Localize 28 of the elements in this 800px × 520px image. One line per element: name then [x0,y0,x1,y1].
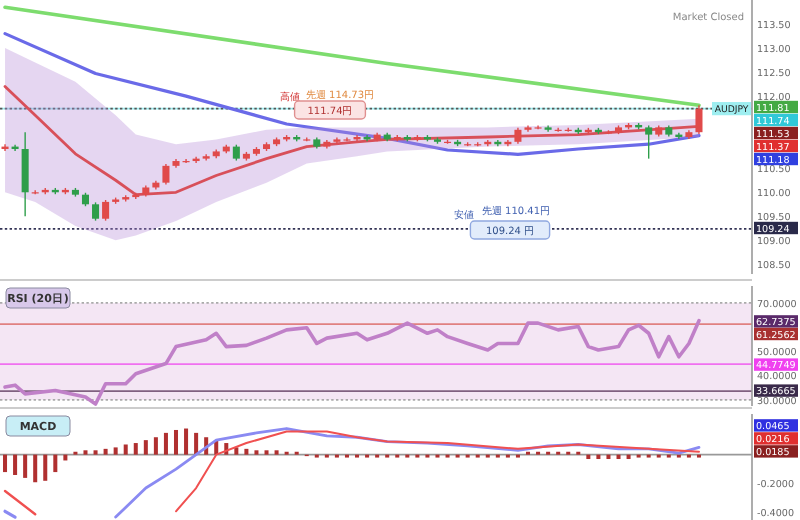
candlestick [162,163,170,186]
candlestick [21,131,29,218]
candlestick [645,124,653,160]
line-series [175,430,700,513]
bar [43,454,48,481]
line-series [114,427,701,519]
bar [244,448,249,455]
bar [103,448,108,455]
candlestick [102,199,110,222]
line-series [3,32,701,156]
line-series [3,318,701,406]
bar [53,454,58,473]
bar [143,440,148,455]
bar [123,444,128,455]
line-series [3,85,701,197]
bar [113,447,118,455]
candlestick [695,104,703,135]
bar [13,454,18,475]
bar [173,429,179,455]
bar [184,428,189,455]
bar [153,437,158,455]
candlestick [92,201,100,222]
bar [133,443,138,455]
bar [33,454,38,483]
bar [23,454,28,478]
bar [3,454,8,473]
bar [194,432,199,455]
bar [163,432,168,455]
